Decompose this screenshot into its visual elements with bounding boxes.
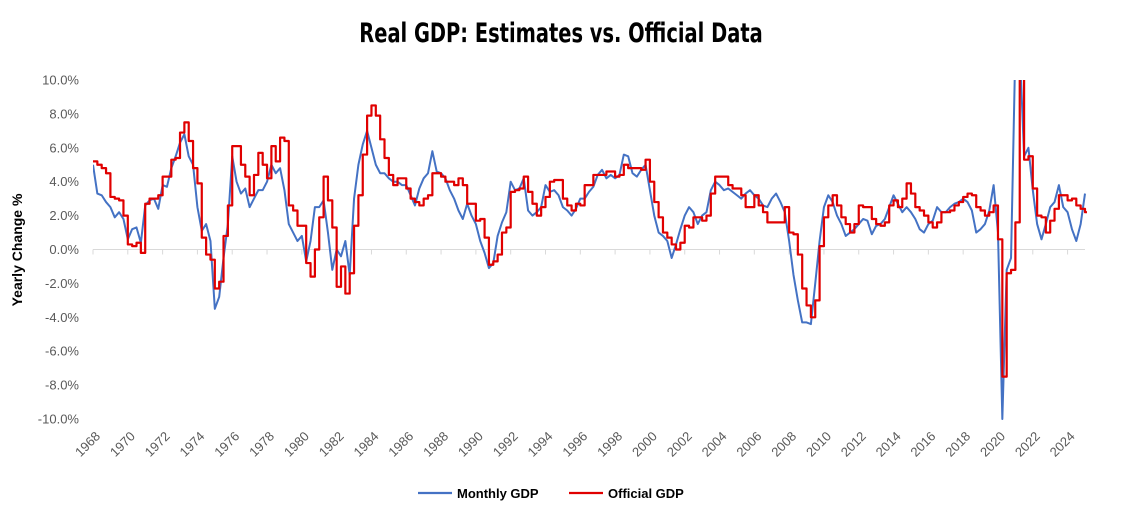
x-tick-label: 1976 [211,429,242,460]
x-tick-label: 1994 [525,429,556,460]
y-axis-title: Yearly Change % [9,193,25,306]
y-tick-label: 0.0% [49,242,79,257]
y-tick-label: 4.0% [49,174,79,189]
x-tick-label: 2014 [873,429,904,460]
x-tick-label: 1992 [490,429,521,460]
x-tick-label: 1988 [420,429,451,460]
y-tick-label: -4.0% [45,310,79,325]
x-tick-label: 1998 [594,429,625,460]
x-tick-label: 2012 [838,429,869,460]
y-tick-label: -2.0% [45,276,79,291]
x-tick-label: 1986 [385,429,416,460]
x-tick-label: 1972 [142,429,173,460]
x-tick-label: 1984 [351,429,382,460]
y-tick-label: -10.0% [38,412,80,427]
x-tick-label: 2022 [1012,429,1043,460]
y-tick-label: 10.0% [42,73,79,88]
x-tick-label: 2018 [942,429,973,460]
x-tick-label: 1982 [316,429,347,460]
x-tick-label: 1970 [107,429,138,460]
x-tick-label: 1974 [176,429,207,460]
x-tick-label: 1968 [72,429,103,460]
x-tick-label: 1978 [246,429,277,460]
x-tick-label: 2020 [977,429,1008,460]
y-tick-label: 6.0% [49,140,79,155]
series-line-official-gdp [93,80,1087,378]
chart-title: Real GDP: Estimates vs. Official Data [359,17,762,49]
x-tick-label: 2008 [768,429,799,460]
series-line-monthly-gdp [93,80,1086,420]
legend: Monthly GDP Official GDP [418,486,684,501]
x-tick-label: 2010 [803,429,834,460]
y-tick-label: -8.0% [45,378,79,393]
x-tick-label: 1980 [281,429,312,460]
x-tick-label: 2016 [907,429,938,460]
x-tick-label: 2024 [1047,429,1078,460]
y-tick-label: -6.0% [45,344,79,359]
legend-label-official: Official GDP [608,486,684,501]
y-tick-label: 8.0% [49,106,79,121]
legend-label-monthly: Monthly GDP [457,486,539,501]
x-tick-label: 2004 [699,429,730,460]
y-tick-label: 2.0% [49,208,79,223]
x-tick-label: 2000 [629,429,660,460]
x-tick-label: 2002 [664,429,695,460]
x-tick-label: 2006 [733,429,764,460]
x-tick-label: 1990 [455,429,486,460]
x-tick-label: 1996 [559,429,590,460]
